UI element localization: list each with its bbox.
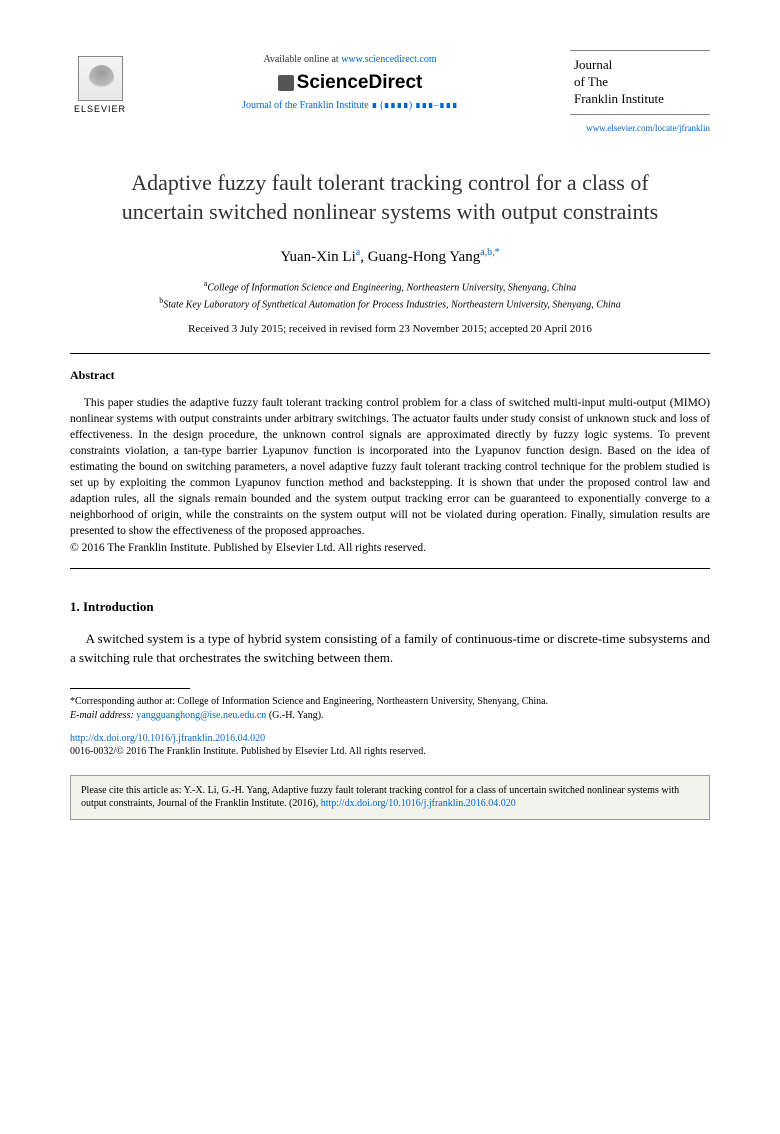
elsevier-label: ELSEVIER: [74, 104, 126, 114]
email-label: E-mail address:: [70, 710, 136, 721]
header-row: ELSEVIER Available online at www.science…: [70, 50, 710, 133]
email-line: E-mail address: yangguanghong@ise.neu.ed…: [70, 709, 710, 723]
abstract-copyright: © 2016 The Franklin Institute. Published…: [70, 542, 710, 554]
elsevier-logo: ELSEVIER: [70, 50, 130, 120]
abstract-text: This paper studies the adaptive fuzzy fa…: [70, 395, 710, 540]
corresponding-footnote: *Corresponding author at: College of Inf…: [70, 695, 710, 723]
affiliation-b: bState Key Laboratory of Synthetical Aut…: [70, 295, 710, 312]
sciencedirect-logo: ScienceDirect: [150, 72, 550, 94]
citebox-doi[interactable]: http://dx.doi.org/10.1016/j.jfranklin.20…: [321, 798, 516, 809]
citation-box: Please cite this article as: Y.-X. Li, G…: [70, 775, 710, 820]
author-1: Yuan-Xin Li: [280, 249, 355, 265]
affiliation-a: aCollege of Information Science and Engi…: [70, 278, 710, 295]
right-header: Journal of The Franklin Institute www.el…: [570, 50, 710, 133]
journal-url[interactable]: www.elsevier.com/locate/jfranklin: [570, 123, 710, 133]
rule-after-abstract: [70, 568, 710, 569]
author-2-affil: a,b,*: [480, 247, 499, 258]
available-prefix: Available online at: [263, 54, 341, 65]
doi-link[interactable]: http://dx.doi.org/10.1016/j.jfranklin.20…: [70, 733, 710, 744]
author-2: Guang-Hong Yang: [368, 249, 481, 265]
author-sep: ,: [360, 249, 368, 265]
email-suffix: (G.-H. Yang).: [266, 710, 323, 721]
available-online: Available online at www.sciencedirect.co…: [150, 50, 550, 66]
footnote-rule: [70, 688, 190, 689]
email-address[interactable]: yangguanghong@ise.neu.edu.cn: [136, 710, 266, 721]
issn-copyright: 0016-0032/© 2016 The Franklin Institute.…: [70, 746, 710, 757]
section-1-heading: 1. Introduction: [70, 599, 710, 615]
affiliations: aCollege of Information Science and Engi…: [70, 278, 710, 313]
corr-author-text: *Corresponding author at: College of Inf…: [70, 695, 710, 709]
rule-before-abstract: [70, 353, 710, 354]
article-title: Adaptive fuzzy fault tolerant tracking c…: [110, 168, 670, 227]
sciencedirect-icon: [278, 75, 294, 91]
intro-para-1: A switched system is a type of hybrid sy…: [70, 629, 710, 668]
elsevier-tree-icon: [78, 56, 123, 101]
page: ELSEVIER Available online at www.science…: [0, 0, 780, 850]
authors: Yuan-Xin Lia, Guang-Hong Yanga,b,*: [70, 247, 710, 266]
article-dates: Received 3 July 2015; received in revise…: [70, 323, 710, 335]
sciencedirect-url[interactable]: www.sciencedirect.com: [341, 54, 436, 65]
journal-title-box: Journal of The Franklin Institute: [570, 50, 710, 115]
journal-reference[interactable]: Journal of the Franklin Institute ∎ (∎∎∎…: [150, 100, 550, 111]
sciencedirect-text: ScienceDirect: [297, 72, 423, 93]
affil-a-text: College of Information Science and Engin…: [207, 282, 576, 293]
center-header: Available online at www.sciencedirect.co…: [130, 50, 570, 111]
journal-box-line2: of The: [574, 74, 706, 91]
journal-box-line1: Journal: [574, 57, 706, 74]
abstract-heading: Abstract: [70, 368, 710, 383]
journal-box-line3: Franklin Institute: [574, 91, 706, 108]
affil-b-text: State Key Laboratory of Synthetical Auto…: [163, 300, 620, 311]
